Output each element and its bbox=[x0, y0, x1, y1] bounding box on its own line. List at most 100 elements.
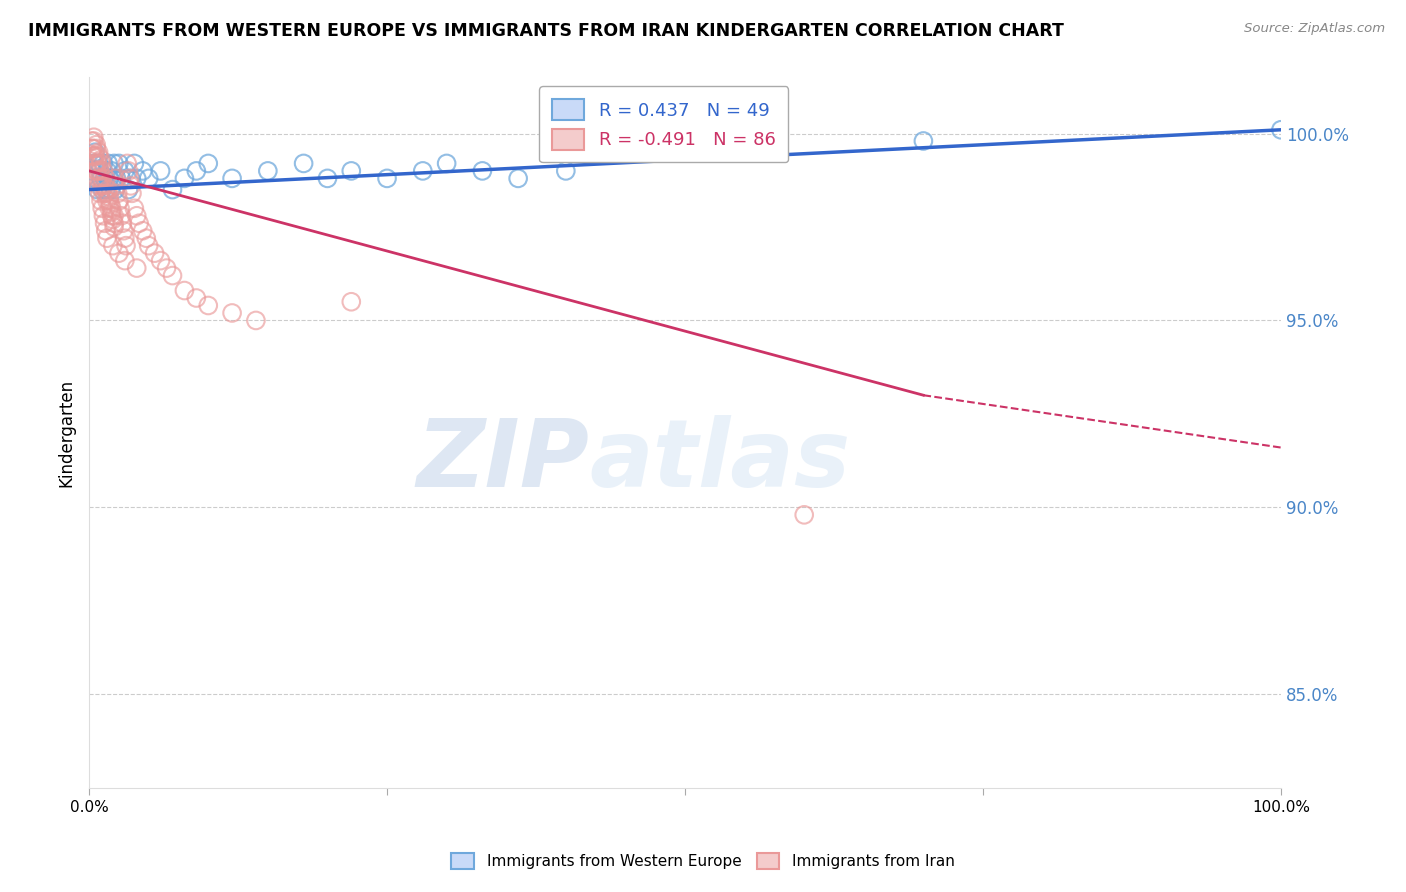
Point bbox=[84, 149, 107, 163]
Point bbox=[115, 238, 138, 252]
Point bbox=[173, 284, 195, 298]
Point bbox=[375, 171, 398, 186]
Point bbox=[125, 209, 148, 223]
Text: atlas: atlas bbox=[589, 415, 851, 507]
Point bbox=[96, 231, 118, 245]
Point bbox=[105, 178, 128, 193]
Point bbox=[83, 156, 105, 170]
Point bbox=[84, 156, 107, 170]
Point bbox=[186, 164, 208, 178]
Point bbox=[221, 306, 243, 320]
Point bbox=[93, 164, 115, 178]
Point bbox=[82, 149, 104, 163]
Point bbox=[93, 209, 115, 223]
Point bbox=[100, 164, 122, 178]
Point bbox=[100, 183, 122, 197]
Point bbox=[1270, 122, 1292, 136]
Point bbox=[86, 171, 108, 186]
Point bbox=[94, 171, 117, 186]
Point bbox=[105, 171, 128, 186]
Point bbox=[138, 238, 160, 252]
Point bbox=[94, 183, 117, 197]
Point bbox=[100, 197, 122, 211]
Point bbox=[96, 164, 118, 178]
Point bbox=[84, 156, 107, 170]
Point bbox=[87, 178, 110, 193]
Point bbox=[912, 134, 935, 148]
Point bbox=[91, 171, 114, 186]
Point bbox=[292, 156, 315, 170]
Point bbox=[101, 212, 124, 227]
Point bbox=[86, 183, 108, 197]
Point bbox=[80, 134, 103, 148]
Point bbox=[100, 209, 122, 223]
Point bbox=[89, 164, 111, 178]
Point bbox=[114, 253, 136, 268]
Point bbox=[120, 171, 142, 186]
Point bbox=[103, 209, 125, 223]
Point bbox=[114, 164, 136, 178]
Point bbox=[90, 153, 112, 167]
Point bbox=[94, 224, 117, 238]
Point bbox=[100, 202, 122, 216]
Point bbox=[186, 291, 208, 305]
Point bbox=[90, 194, 112, 208]
Point bbox=[436, 156, 458, 170]
Point bbox=[86, 156, 108, 170]
Point bbox=[114, 231, 136, 245]
Point bbox=[93, 156, 115, 170]
Point bbox=[87, 149, 110, 163]
Point bbox=[135, 231, 157, 245]
Point bbox=[173, 171, 195, 186]
Point bbox=[131, 164, 153, 178]
Point bbox=[87, 145, 110, 160]
Point bbox=[80, 164, 103, 178]
Point bbox=[93, 178, 115, 193]
Point bbox=[89, 171, 111, 186]
Point bbox=[103, 156, 125, 170]
Text: ZIP: ZIP bbox=[416, 415, 589, 507]
Point bbox=[108, 156, 131, 170]
Point bbox=[97, 183, 120, 197]
Point bbox=[82, 171, 104, 186]
Y-axis label: Kindergarten: Kindergarten bbox=[58, 378, 75, 487]
Point bbox=[340, 164, 363, 178]
Point bbox=[103, 219, 125, 234]
Point bbox=[143, 246, 166, 260]
Point bbox=[97, 156, 120, 170]
Point bbox=[125, 261, 148, 276]
Point bbox=[128, 216, 150, 230]
Point bbox=[101, 171, 124, 186]
Point bbox=[82, 141, 104, 155]
Point bbox=[100, 205, 122, 219]
Point bbox=[162, 268, 184, 283]
Point bbox=[84, 137, 107, 152]
Point bbox=[108, 202, 131, 216]
Point bbox=[93, 186, 115, 201]
Point bbox=[155, 261, 177, 276]
Point bbox=[98, 171, 121, 186]
Point bbox=[257, 164, 280, 178]
Point bbox=[108, 246, 131, 260]
Point bbox=[98, 194, 121, 208]
Point bbox=[83, 134, 105, 148]
Point bbox=[149, 253, 172, 268]
Point bbox=[84, 145, 107, 160]
Point bbox=[98, 190, 121, 204]
Point bbox=[91, 202, 114, 216]
Point bbox=[82, 141, 104, 155]
Point bbox=[121, 186, 143, 201]
Point bbox=[508, 171, 530, 186]
Point bbox=[125, 171, 148, 186]
Point bbox=[93, 171, 115, 186]
Point bbox=[107, 186, 129, 201]
Point bbox=[104, 183, 127, 197]
Point bbox=[103, 216, 125, 230]
Point bbox=[221, 171, 243, 186]
Point bbox=[316, 171, 339, 186]
Point bbox=[118, 171, 141, 186]
Text: Source: ZipAtlas.com: Source: ZipAtlas.com bbox=[1244, 22, 1385, 36]
Point bbox=[340, 294, 363, 309]
Point bbox=[120, 178, 142, 193]
Point bbox=[84, 141, 107, 155]
